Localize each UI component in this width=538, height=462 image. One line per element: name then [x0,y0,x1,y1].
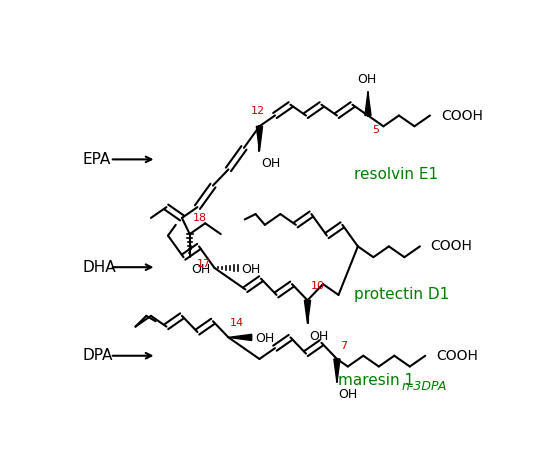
Polygon shape [365,92,371,116]
Text: 14: 14 [230,318,244,328]
Text: OH: OH [338,388,358,401]
Text: 18: 18 [193,213,207,223]
Text: OH: OH [256,333,275,346]
Text: OH: OH [357,73,376,86]
Text: OH: OH [261,157,280,170]
Text: 7: 7 [340,341,347,351]
Text: 5: 5 [373,125,380,135]
Polygon shape [256,126,263,151]
Text: 17: 17 [196,259,210,269]
Text: OH: OH [191,263,210,276]
Text: COOH: COOH [441,109,483,122]
Text: resolvin E1: resolvin E1 [354,167,438,182]
Text: EPA: EPA [83,152,111,167]
Text: n-3DPA: n-3DPA [402,380,448,393]
Text: protectin D1: protectin D1 [354,286,449,302]
Text: maresin 1: maresin 1 [338,373,415,388]
Polygon shape [305,300,310,323]
Text: COOH: COOH [436,349,478,363]
Polygon shape [229,334,252,340]
Text: 12: 12 [251,105,265,116]
Text: 10: 10 [310,281,324,291]
Text: OH: OH [309,329,328,342]
Text: DPA: DPA [83,348,113,363]
Polygon shape [334,359,340,382]
Text: COOH: COOH [431,239,472,253]
Text: DHA: DHA [83,260,116,275]
Text: OH: OH [242,263,261,276]
